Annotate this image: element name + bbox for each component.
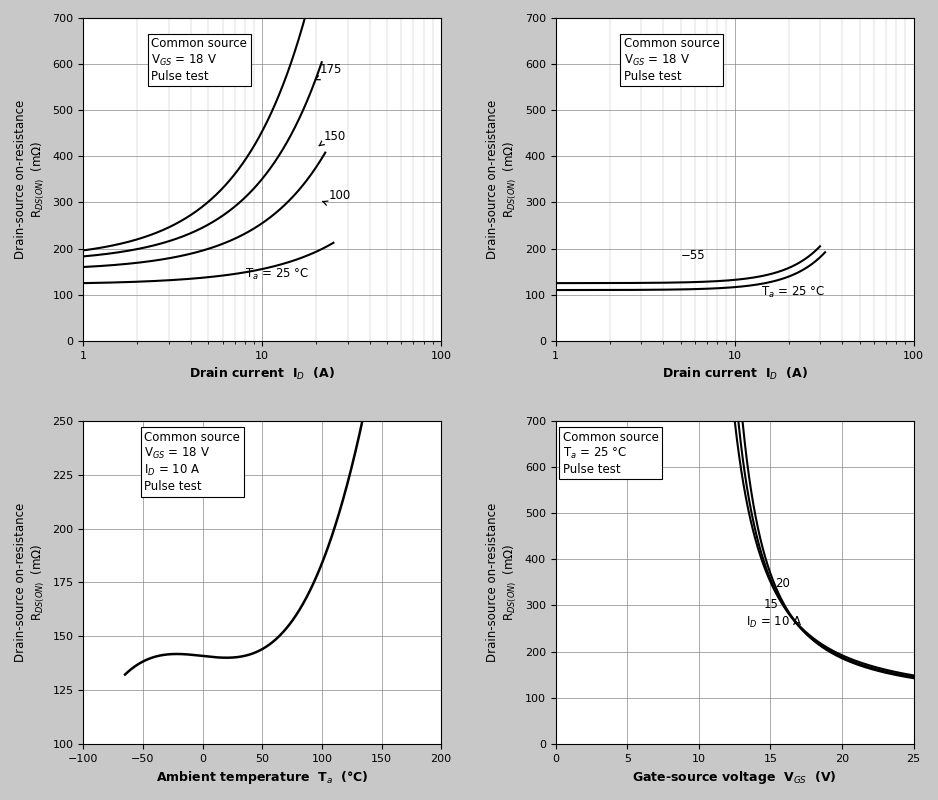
Text: 20: 20 xyxy=(775,577,790,590)
Text: Common source
V$_{GS}$ = 18 V
I$_D$ = 10 A
Pulse test: Common source V$_{GS}$ = 18 V I$_D$ = 10… xyxy=(144,430,240,493)
X-axis label: Drain current  I$_D$  (A): Drain current I$_D$ (A) xyxy=(189,366,335,382)
Text: I$_D$ = 10 A: I$_D$ = 10 A xyxy=(746,615,802,630)
Text: Common source
V$_{GS}$ = 18 V
Pulse test: Common source V$_{GS}$ = 18 V Pulse test xyxy=(624,38,719,82)
Text: 15: 15 xyxy=(764,598,779,610)
X-axis label: Drain current  I$_D$  (A): Drain current I$_D$ (A) xyxy=(661,366,808,382)
X-axis label: Ambient temperature  T$_a$  (°C): Ambient temperature T$_a$ (°C) xyxy=(156,769,369,786)
Y-axis label: Drain-source on-resistance
R$_{DS(ON)}$  (mΩ): Drain-source on-resistance R$_{DS(ON)}$ … xyxy=(487,502,520,662)
Text: Common source
V$_{GS}$ = 18 V
Pulse test: Common source V$_{GS}$ = 18 V Pulse test xyxy=(151,38,247,82)
Y-axis label: Drain-source on-resistance
R$_{DS(ON)}$  (mΩ): Drain-source on-resistance R$_{DS(ON)}$ … xyxy=(14,100,47,259)
Y-axis label: Drain-source on-resistance
R$_{DS(ON)}$  (mΩ): Drain-source on-resistance R$_{DS(ON)}$ … xyxy=(14,502,47,662)
Text: 175: 175 xyxy=(320,63,342,76)
Text: Common source
T$_a$ = 25 °C
Pulse test: Common source T$_a$ = 25 °C Pulse test xyxy=(563,430,658,476)
Text: 100: 100 xyxy=(328,189,351,202)
Text: T$_a$ = 25 °C: T$_a$ = 25 °C xyxy=(761,285,825,300)
X-axis label: Gate-source voltage  V$_{GS}$  (V): Gate-source voltage V$_{GS}$ (V) xyxy=(632,769,837,786)
Text: −55: −55 xyxy=(681,249,705,262)
Y-axis label: Drain-source on-resistance
R$_{DS(ON)}$  (mΩ): Drain-source on-resistance R$_{DS(ON)}$ … xyxy=(487,100,520,259)
Text: T$_a$ = 25 °C: T$_a$ = 25 °C xyxy=(245,267,309,282)
Text: 150: 150 xyxy=(324,130,346,143)
